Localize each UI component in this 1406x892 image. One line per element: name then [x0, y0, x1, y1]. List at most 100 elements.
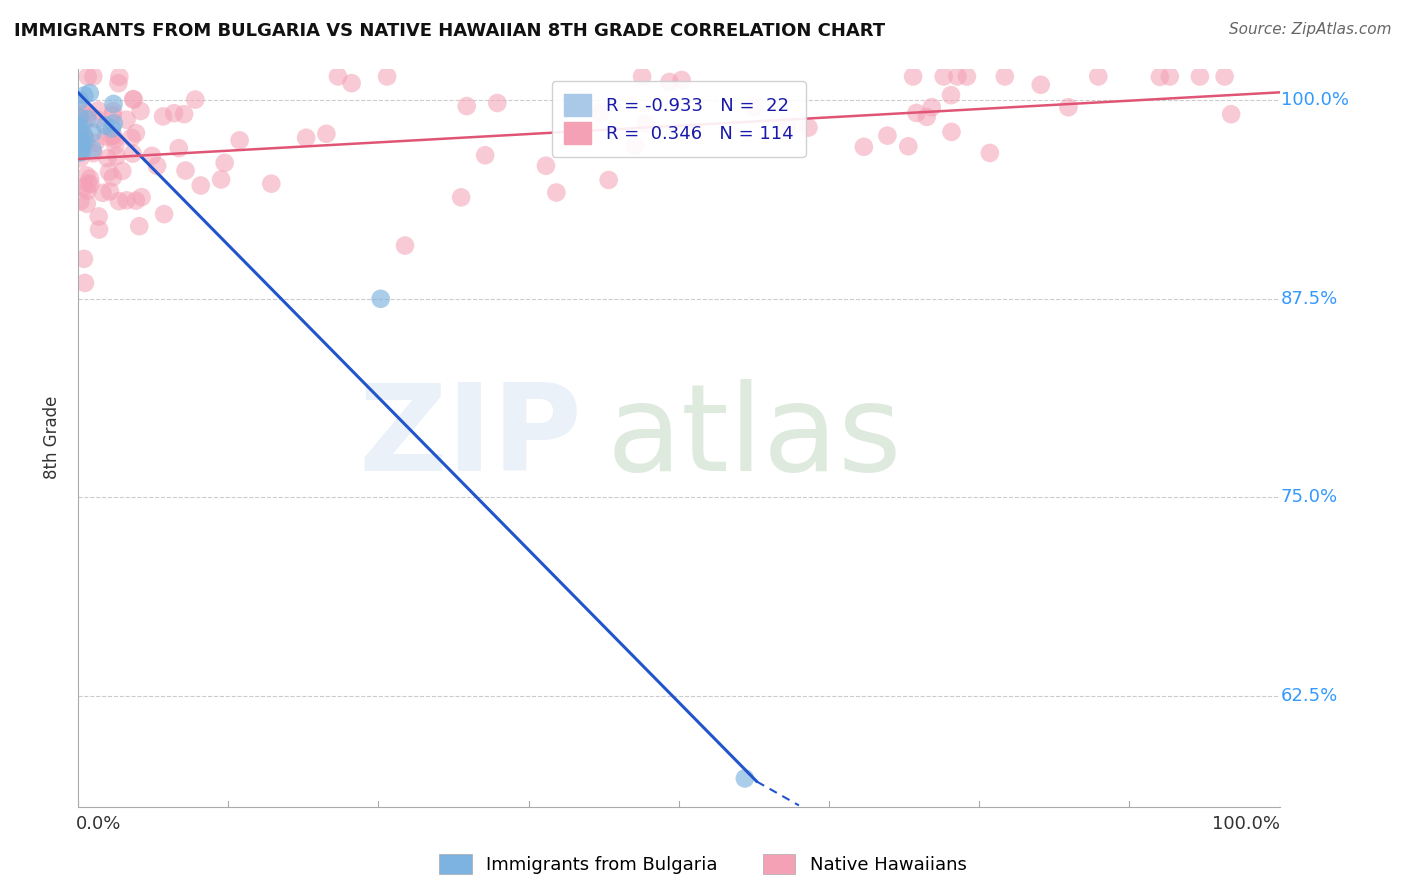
Point [115, 112, 138, 127]
Point [174, 163, 197, 178]
Point [96, 151, 118, 165]
Point [141, 149, 163, 163]
Text: 100.0%: 100.0% [1212, 815, 1279, 833]
Point [108, 70, 131, 84]
Point [939, 88, 962, 103]
Point [932, 70, 955, 84]
Point [70, 136, 93, 150]
Point [120, 130, 142, 145]
Point [941, 125, 963, 139]
Point [98, 185, 121, 199]
Point [69, 134, 91, 148]
Point [671, 73, 693, 87]
Point [122, 93, 145, 107]
Point [1159, 70, 1181, 84]
Point [474, 148, 496, 162]
Point [104, 132, 127, 146]
Point [73, 252, 96, 266]
Point [876, 128, 898, 143]
Point [79, 86, 101, 100]
Point [129, 103, 152, 118]
Point [589, 106, 612, 120]
Text: 0.0%: 0.0% [76, 815, 121, 833]
Point [75, 134, 97, 148]
Point [73, 130, 96, 145]
Legend: R = -0.933   N =  22, R =  0.346   N = 114: R = -0.933 N = 22, R = 0.346 N = 114 [551, 81, 806, 157]
Point [394, 238, 416, 252]
Point [76, 107, 98, 121]
Point [67, 111, 90, 125]
Point [82, 70, 104, 84]
Point [326, 70, 349, 84]
Point [1188, 70, 1211, 84]
Point [897, 139, 920, 153]
Y-axis label: 8th Grade: 8th Grade [44, 396, 60, 480]
Point [86, 112, 108, 126]
Point [77, 177, 100, 191]
Text: ZIP: ZIP [359, 379, 582, 496]
Point [1087, 70, 1109, 84]
Point [76, 196, 98, 211]
Point [101, 108, 124, 122]
Point [125, 194, 148, 208]
Point [103, 97, 125, 112]
Point [598, 173, 620, 187]
Point [94, 129, 117, 144]
Point [72, 119, 94, 133]
Point [852, 140, 875, 154]
Point [107, 76, 129, 90]
Point [956, 70, 979, 84]
Legend: Immigrants from Bulgaria, Native Hawaiians: Immigrants from Bulgaria, Native Hawaiia… [432, 847, 974, 881]
Point [73, 276, 96, 290]
Point [370, 292, 392, 306]
Point [101, 104, 124, 119]
Point [146, 159, 169, 173]
Point [209, 172, 232, 186]
Text: IMMIGRANTS FROM BULGARIA VS NATIVE HAWAIIAN 8TH GRADE CORRELATION CHART: IMMIGRANTS FROM BULGARIA VS NATIVE HAWAI… [14, 22, 886, 40]
Point [624, 138, 647, 153]
Point [105, 149, 128, 163]
Point [73, 128, 96, 143]
Point [658, 75, 681, 89]
Point [734, 772, 756, 786]
Point [340, 76, 363, 90]
Point [375, 70, 398, 84]
Point [631, 70, 654, 84]
Point [72, 136, 94, 150]
Point [76, 70, 98, 84]
Point [69, 126, 91, 140]
Point [315, 127, 337, 141]
Point [901, 70, 924, 84]
Point [184, 93, 207, 107]
Point [153, 207, 176, 221]
Point [69, 145, 91, 160]
Point [1213, 70, 1236, 84]
Point [905, 106, 928, 120]
Point [100, 129, 122, 144]
Text: Source: ZipAtlas.com: Source: ZipAtlas.com [1229, 22, 1392, 37]
Point [534, 159, 557, 173]
Point [70, 140, 93, 154]
Point [456, 99, 478, 113]
Point [946, 70, 969, 84]
Point [76, 112, 98, 126]
Point [1029, 78, 1052, 92]
Point [131, 190, 153, 204]
Point [921, 100, 943, 114]
Point [450, 190, 472, 204]
Point [125, 126, 148, 140]
Point [994, 70, 1017, 84]
Point [742, 101, 765, 115]
Point [228, 133, 250, 147]
Point [1149, 70, 1171, 84]
Point [103, 116, 125, 130]
Point [295, 130, 318, 145]
Point [69, 94, 91, 108]
Point [84, 136, 107, 150]
Point [775, 120, 797, 134]
Point [87, 103, 110, 118]
Point [115, 194, 138, 208]
Point [73, 88, 96, 103]
Point [163, 106, 186, 120]
Point [122, 92, 145, 106]
